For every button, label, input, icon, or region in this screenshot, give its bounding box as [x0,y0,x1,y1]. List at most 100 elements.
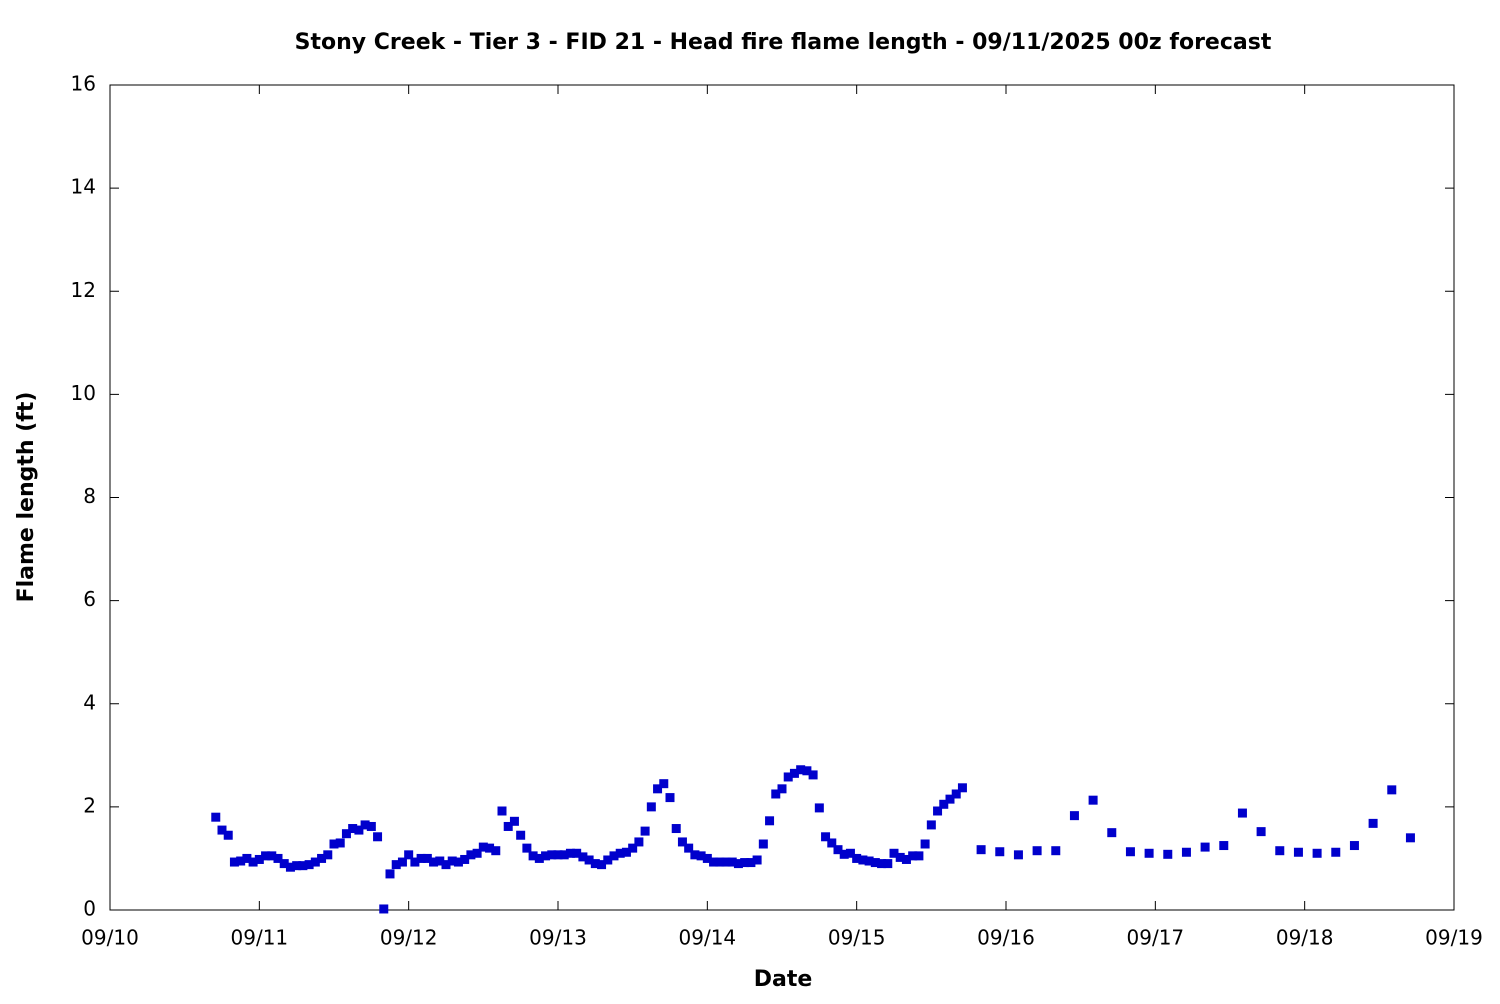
point [926,820,936,830]
point [453,857,463,867]
y-tick-label: 6 [83,587,96,611]
point [310,857,320,867]
point [541,851,551,861]
point [758,839,768,849]
point [379,904,389,914]
x-tick-label: 09/15 [828,926,886,950]
point [1293,847,1303,857]
point [348,824,358,834]
point [516,830,526,840]
point [422,853,432,863]
point [497,806,507,816]
point [908,851,918,861]
point [777,784,787,794]
point [304,860,314,870]
point [534,853,544,863]
point [279,859,289,869]
point [391,860,401,870]
point [254,854,264,864]
point [914,851,924,861]
point [796,765,806,775]
point [1387,785,1397,795]
point [447,856,457,866]
point [877,859,887,869]
point [565,848,575,858]
point [1368,818,1378,828]
point [783,772,793,782]
point [945,794,955,804]
x-tick-label: 09/18 [1276,926,1334,950]
point [547,850,557,860]
point [478,842,488,852]
point [472,848,482,858]
point [1181,847,1191,857]
point [727,857,737,867]
point [646,802,656,812]
point [429,857,439,867]
point [590,859,600,869]
point [292,861,302,871]
point [285,862,295,872]
point [951,789,961,799]
point [1051,846,1061,856]
point [1200,842,1210,852]
point [771,789,781,799]
point [1032,846,1042,856]
point [435,856,445,866]
point [634,837,644,847]
point [1069,811,1079,821]
point [802,766,812,776]
point [765,816,775,826]
y-tick-label: 0 [83,897,96,921]
point [229,857,239,867]
point [1013,850,1023,860]
point [509,816,519,826]
x-tick-label: 09/11 [231,926,289,950]
point [690,850,700,860]
point [715,857,725,867]
point [217,825,227,835]
point [242,853,252,863]
point [665,793,675,803]
point [385,869,395,879]
point [995,847,1005,857]
point [261,851,271,861]
point [273,853,283,863]
point [889,848,899,858]
point [671,824,681,834]
point [317,853,327,863]
point [827,838,837,848]
point [597,860,607,870]
point [808,770,818,780]
point [939,799,949,809]
point [845,848,855,858]
y-tick-label: 16 [71,72,96,96]
point [752,855,762,865]
y-tick-label: 10 [71,381,96,405]
point [1237,808,1247,818]
point [1256,827,1266,837]
x-tick-label: 09/12 [380,926,438,950]
point [578,852,588,862]
point [814,803,824,813]
point [503,821,513,831]
point [1312,848,1322,858]
point [1144,848,1154,858]
point [553,850,563,860]
point [895,852,905,862]
point [329,839,339,849]
point [640,826,650,836]
point [298,861,308,871]
x-tick-label: 09/10 [81,926,139,950]
y-tick-label: 8 [83,484,96,508]
x-axis-label: Date [754,967,813,992]
point [1349,841,1359,851]
point [404,850,414,860]
point [821,832,831,842]
point [572,848,582,858]
x-tick-label: 09/16 [977,926,1035,950]
point [323,850,333,860]
point [858,855,868,865]
point [933,806,943,816]
